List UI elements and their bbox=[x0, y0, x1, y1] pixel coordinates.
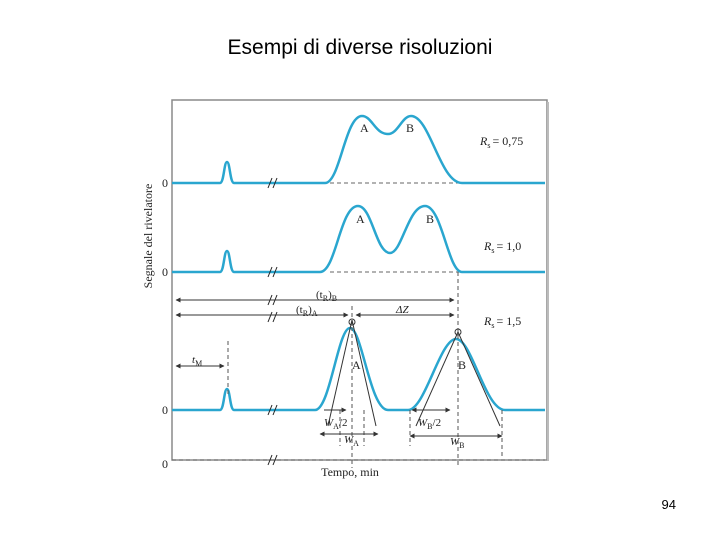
zero-label-1: 0 bbox=[162, 176, 168, 190]
zero-label-4: 0 bbox=[162, 457, 168, 471]
wa-half-label: WA/2 bbox=[324, 417, 348, 431]
panel2-rs-label: Rs = 1,0 bbox=[483, 239, 521, 255]
peak-b-marker bbox=[454, 328, 462, 336]
trace-rs-15 bbox=[172, 326, 545, 412]
panel1-peak-b: B bbox=[406, 121, 414, 135]
tr-b-label: (tR)B bbox=[316, 289, 337, 303]
axis-break-marks bbox=[267, 177, 278, 466]
wa-label: WA bbox=[344, 434, 359, 448]
peak-a-marker bbox=[348, 318, 356, 326]
tr-a-label: (tR)A bbox=[296, 304, 318, 318]
tangent-lines bbox=[327, 319, 501, 427]
panel3-peak-b: B bbox=[458, 358, 466, 372]
tm-label: tM bbox=[192, 354, 202, 368]
zero-label-2: 0 bbox=[162, 265, 168, 279]
page-number: 94 bbox=[661, 497, 676, 512]
wb-label: WB bbox=[450, 436, 465, 450]
delta-z-label: ΔZ bbox=[395, 304, 409, 316]
x-axis-label: Tempo, min bbox=[321, 465, 379, 479]
panel2-peak-b: B bbox=[426, 212, 434, 226]
trace-rs-10 bbox=[172, 204, 545, 274]
panel1-peak-a: A bbox=[360, 121, 369, 135]
slide-title: Esempi di diverse risoluzioni bbox=[227, 36, 493, 59]
y-axis-label: Segnale del rivelatore bbox=[141, 184, 155, 289]
panel1-rs-label: Rs = 0,75 bbox=[479, 134, 523, 150]
panel3-peak-a: A bbox=[352, 358, 361, 372]
wb-half-label: WB/2 bbox=[418, 417, 441, 431]
panel2-peak-a: A bbox=[356, 212, 365, 226]
chromatogram-figure: Segnale del rivelatore 0 0 0 0 A B A B A… bbox=[140, 96, 560, 486]
zero-label-3: 0 bbox=[162, 403, 168, 417]
trace-rs-075 bbox=[172, 114, 545, 185]
panel3-rs-label: Rs = 1,5 bbox=[483, 314, 521, 330]
